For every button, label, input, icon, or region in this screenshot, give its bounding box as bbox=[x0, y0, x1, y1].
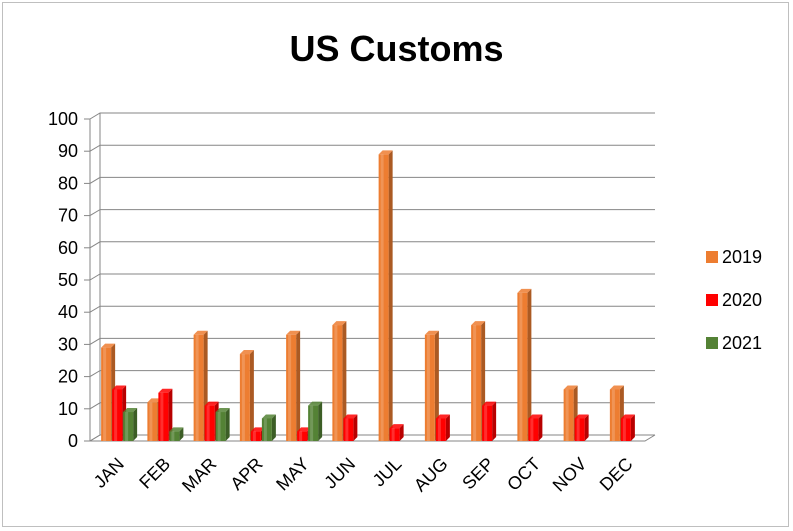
legend-label: 2021 bbox=[722, 333, 762, 353]
bar-2019-MAY bbox=[286, 330, 301, 441]
legend-label: 2019 bbox=[722, 247, 762, 267]
bar-2019-APR bbox=[239, 350, 254, 441]
gridline bbox=[89, 144, 655, 152]
y-tick-label: 90 bbox=[58, 141, 78, 161]
x-tick-label: APR bbox=[226, 454, 266, 494]
x-tick-label: OCT bbox=[503, 454, 544, 495]
y-tick-label: 100 bbox=[48, 109, 78, 129]
gridline bbox=[89, 434, 655, 442]
x-axis-ticks: JAN FEB MAR APR MAY JUN JUL AUG SEP OCT NOV DEC bbox=[90, 454, 637, 496]
gridlines bbox=[89, 112, 656, 442]
x-tick-label: FEB bbox=[135, 454, 174, 493]
legend-item-2019: 2019 bbox=[706, 247, 762, 267]
x-tick-label: SEP bbox=[458, 454, 498, 494]
bar-2020-FEB bbox=[158, 388, 173, 441]
legend-item-2020: 2020 bbox=[706, 290, 762, 310]
y-tick-label: 30 bbox=[58, 334, 78, 354]
bar-2019-JUL bbox=[378, 150, 393, 442]
gridline bbox=[89, 337, 655, 345]
legend-swatch bbox=[706, 294, 718, 306]
x-tick-label: MAY bbox=[272, 454, 313, 495]
bar-2019-JUN bbox=[332, 321, 347, 441]
bar-2020-DEC bbox=[620, 414, 635, 441]
gridline bbox=[89, 176, 655, 184]
bar-2019-AUG bbox=[424, 330, 439, 441]
legend-swatch bbox=[706, 337, 718, 349]
gridline bbox=[89, 402, 655, 410]
x-tick-label: AUG bbox=[410, 454, 452, 496]
bar-2020-JUN bbox=[343, 414, 358, 441]
bar-2021-MAY bbox=[308, 401, 323, 441]
gridline bbox=[89, 370, 655, 378]
bar-2021-APR bbox=[261, 414, 276, 441]
x-tick-label: DEC bbox=[596, 454, 637, 495]
bar-2021-FEB bbox=[169, 427, 184, 441]
y-axis-ticks: 0 10 20 30 40 50 60 70 80 90 100 bbox=[48, 109, 90, 451]
bar-2020-SEP bbox=[482, 401, 497, 441]
y-tick-label: 0 bbox=[68, 431, 78, 451]
x-tick-label: NOV bbox=[549, 454, 591, 496]
gridline bbox=[89, 241, 655, 249]
bar-2020-NOV bbox=[574, 414, 589, 441]
x-tick-label: JAN bbox=[90, 454, 128, 492]
legend-label: 2020 bbox=[722, 290, 762, 310]
bars bbox=[101, 150, 635, 442]
y-tick-label: 40 bbox=[58, 302, 78, 322]
bar-2020-OCT bbox=[528, 414, 543, 441]
y-tick-label: 10 bbox=[58, 399, 78, 419]
gridline bbox=[89, 273, 655, 281]
legend: 2019 2020 2021 bbox=[706, 247, 762, 353]
y-tick-label: 60 bbox=[58, 238, 78, 258]
y-tick-label: 70 bbox=[58, 206, 78, 226]
floor-edge bbox=[90, 434, 656, 442]
gridline bbox=[89, 209, 655, 217]
bar-2020-JUL bbox=[389, 424, 404, 441]
gridline bbox=[89, 112, 655, 120]
y-tick-label: 80 bbox=[58, 173, 78, 193]
gridline bbox=[89, 305, 655, 313]
x-tick-label: JUN bbox=[320, 454, 359, 493]
legend-swatch bbox=[706, 251, 718, 263]
bar-2021-JAN bbox=[123, 408, 138, 441]
legend-item-2021: 2021 bbox=[706, 333, 762, 353]
bar-2019-OCT bbox=[517, 288, 532, 441]
y-tick-label: 20 bbox=[58, 367, 78, 387]
chart-title: US Customs bbox=[289, 28, 504, 69]
bar-2020-AUG bbox=[435, 414, 450, 441]
x-tick-label: MAR bbox=[178, 454, 220, 496]
x-tick-label: JUL bbox=[369, 454, 406, 491]
y-tick-label: 50 bbox=[58, 270, 78, 290]
bar-2021-MAR bbox=[215, 408, 230, 441]
